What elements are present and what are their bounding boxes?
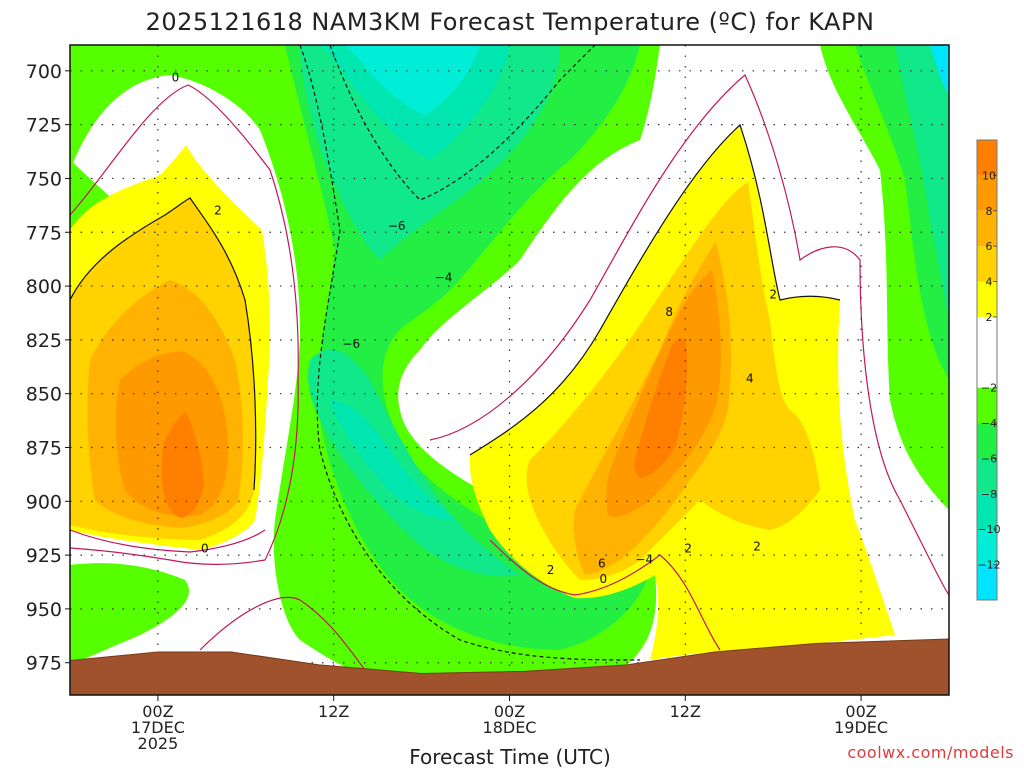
contour-label: −4 <box>635 552 653 566</box>
contour-label: 6 <box>598 557 606 571</box>
region-minus-12 <box>930 45 949 95</box>
colorbar-tick-label: 4 <box>986 276 993 289</box>
colorbar-tick-label: −6 <box>981 452 997 465</box>
x-tick-label: 12Z <box>670 702 701 721</box>
contour-line-zero <box>70 84 299 566</box>
contour-label: 2 <box>684 542 692 556</box>
colorbar-bin <box>977 246 997 282</box>
x-tick-label: 00Z <box>142 702 173 721</box>
x-tick-label: 17DEC <box>131 718 185 737</box>
y-tick-label: 775 <box>26 222 62 244</box>
y-tick-label: 975 <box>26 653 62 675</box>
colorbar-tick-label: −2 <box>981 382 997 395</box>
y-tick-label: 725 <box>26 115 62 137</box>
colorbar-bin <box>977 140 997 176</box>
plot-area <box>70 45 949 695</box>
x-tick-label: 2025 <box>138 734 179 753</box>
colorbar-tick-label: 8 <box>986 205 993 218</box>
credit-text: coolwx.com/models <box>847 743 1014 762</box>
y-tick-label: 825 <box>26 330 62 352</box>
colorbar-bin <box>977 564 997 600</box>
contour-label: 0 <box>172 70 180 84</box>
colorbar-bin <box>977 387 997 424</box>
region-minus-2-lowleft <box>70 563 189 665</box>
contour-label: −6 <box>388 219 406 233</box>
terrain-below-ground <box>70 638 949 695</box>
contour-label: −4 <box>435 270 453 284</box>
x-tick-label: 18DEC <box>483 718 537 737</box>
contour-line-minus-4 <box>329 45 596 201</box>
colorbar-tick-label: −4 <box>981 417 997 430</box>
y-tick-label: 850 <box>26 384 62 406</box>
colorbar: 10 8 6 4 2 −2 −4 −6 −8 −10 −12 <box>976 139 1001 601</box>
colorbar-tick-label: 6 <box>986 240 993 253</box>
y-tick-label: 800 <box>26 276 62 298</box>
colorbar-tick-label: 2 <box>986 311 993 324</box>
y-tick-label: 700 <box>26 61 62 83</box>
colorbar-tick-label: −12 <box>977 559 1000 572</box>
y-tick-label: 925 <box>26 545 62 567</box>
y-tick-label: 900 <box>26 491 62 513</box>
colorbar-bin <box>977 458 997 494</box>
x-tick-label: 00Z <box>845 702 876 721</box>
region-minus-8-low <box>330 400 455 520</box>
contour-line-zero-d <box>489 539 721 651</box>
x-tick-label: 12Z <box>318 702 349 721</box>
region-minus-6-right <box>895 45 949 320</box>
contour-label: 0 <box>201 542 209 556</box>
region-minus-6-low <box>308 349 520 577</box>
region-minus-10 <box>345 45 480 115</box>
contour-line-plus-4 <box>70 197 257 491</box>
contour-label: −6 <box>342 337 360 351</box>
chart-title: 2025121618 NAM3KM Forecast Temperature (… <box>146 8 875 36</box>
contour-label: 4 <box>746 372 754 386</box>
colorbar-tick-label: −10 <box>977 523 1000 536</box>
y-tick-label: 950 <box>26 599 62 621</box>
colorbar-tick-label: −8 <box>981 488 997 501</box>
contour-label: 0 <box>599 572 607 586</box>
contour-label: 2 <box>753 539 761 553</box>
x-tick-label: 00Z <box>494 702 525 721</box>
colorbar-bin <box>977 423 997 459</box>
region-plus-10-left <box>161 412 204 518</box>
colorbar-bin <box>977 316 997 388</box>
region-plus-10-right <box>634 338 688 478</box>
contour-line-zero-e <box>199 596 366 671</box>
colorbar-bin <box>977 175 997 211</box>
contour-line-zero-c <box>429 74 949 596</box>
contour-label: 2 <box>769 288 777 302</box>
colorbar-tick-label: 10 <box>982 169 996 182</box>
contour-lines <box>70 45 949 671</box>
colorbar-bin <box>977 210 997 247</box>
colorbar-bin <box>977 281 997 317</box>
colorbar-bin <box>977 529 997 565</box>
y-axis: 700 725 750 775 800 825 850 875 900 925 950 975 <box>26 61 70 675</box>
colorbar-frame <box>976 139 998 601</box>
contour-label: 8 <box>665 305 673 319</box>
contour-line-zero-b <box>70 529 266 553</box>
colorbar-bin <box>977 493 997 530</box>
y-tick-label: 750 <box>26 168 62 190</box>
x-tick-label: 19DEC <box>834 718 888 737</box>
contour-line-plus-2 <box>469 123 841 456</box>
contour-label: 2 <box>214 204 222 218</box>
y-tick-label: 875 <box>26 437 62 459</box>
x-axis-label: Forecast Time (UTC) <box>409 745 611 768</box>
contour-label: 2 <box>547 563 555 577</box>
